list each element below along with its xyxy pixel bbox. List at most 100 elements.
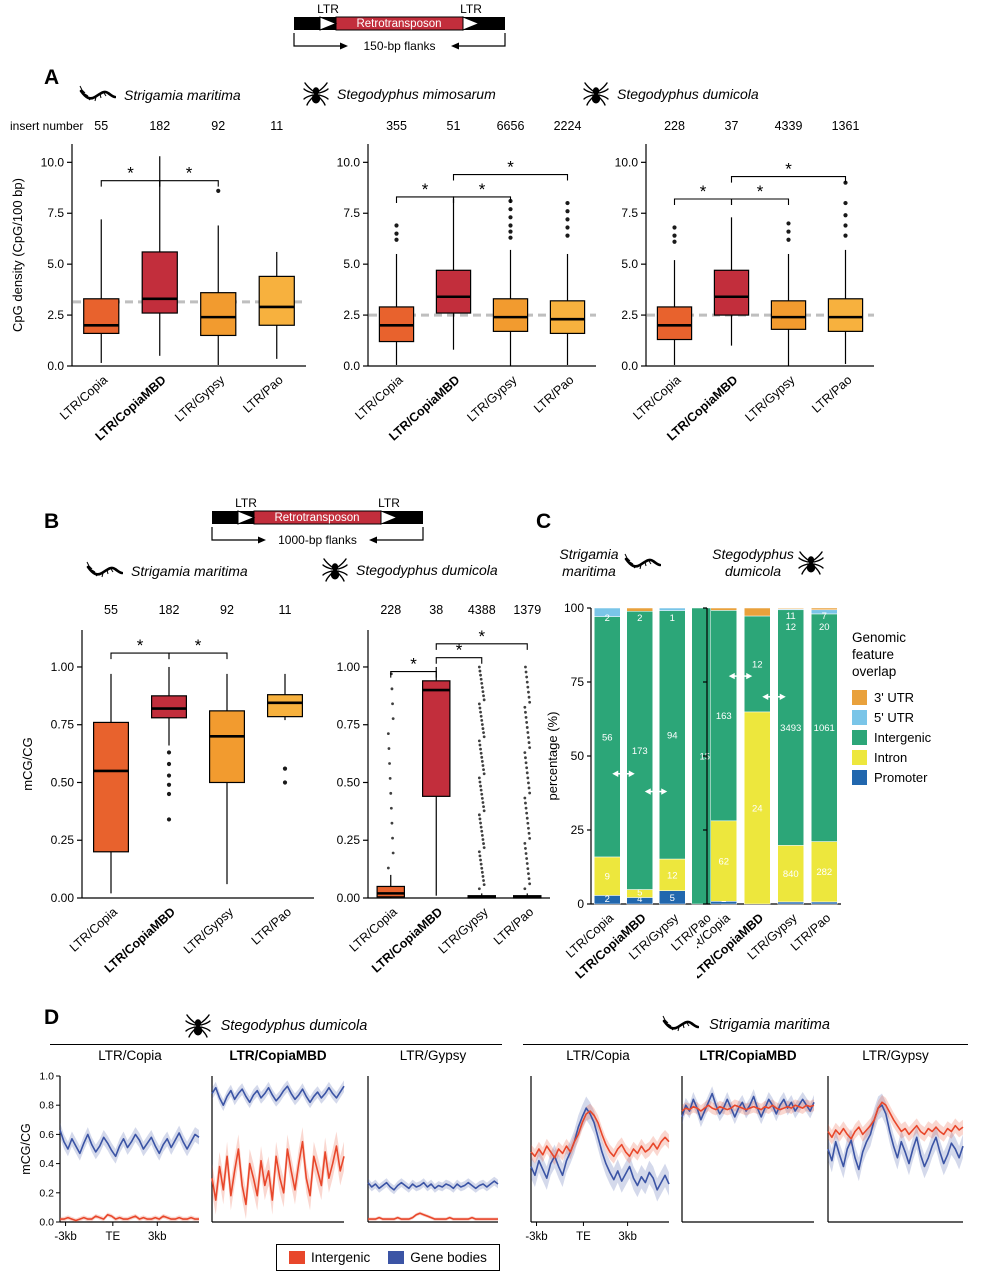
svg-text:LTR/Pao: LTR/Pao	[809, 373, 854, 416]
spider-icon	[322, 558, 348, 582]
svg-text:mCG/CG: mCG/CG	[19, 1123, 33, 1174]
svg-text:LTR/Pao: LTR/Pao	[491, 905, 536, 948]
spider-icon	[303, 82, 329, 106]
svg-text:51: 51	[447, 119, 461, 133]
svg-text:2.5: 2.5	[621, 308, 638, 322]
svg-text:0.2: 0.2	[39, 1187, 54, 1199]
legend-label: Gene bodies	[410, 1250, 487, 1265]
svg-text:*: *	[785, 160, 792, 179]
legend-item-promoter: Promoter	[852, 769, 931, 785]
centipede-icon	[78, 84, 116, 106]
linechart-strigamia-copiambd	[676, 1070, 818, 1256]
svg-text:2.5: 2.5	[343, 308, 360, 322]
svg-text:LTR/Pao: LTR/Pao	[249, 905, 294, 948]
svg-text:LTR/Gypsy: LTR/Gypsy	[464, 372, 520, 424]
linechart-dumicola-copiambd	[206, 1070, 348, 1256]
species-header-c-strigamia: Strigamia maritima	[545, 546, 675, 579]
centipede-icon	[661, 1014, 700, 1036]
svg-text:182: 182	[149, 119, 170, 133]
d-group-rule-strigamia	[523, 1044, 968, 1045]
svg-text:228: 228	[664, 119, 685, 133]
d-group-rule-dumicola	[50, 1044, 502, 1045]
svg-text:percentage (%): percentage (%)	[545, 712, 560, 801]
genomic-feature-legend: Genomic feature overlap 3' UTR 5' UTR In…	[852, 630, 931, 785]
svg-text:24: 24	[752, 803, 763, 814]
svg-text:282: 282	[816, 867, 832, 878]
legend-label: Intergenic	[311, 1250, 371, 1265]
legend-label: Intron	[874, 749, 908, 765]
svg-text:2.5: 2.5	[47, 308, 64, 322]
svg-text:*: *	[738, 677, 744, 694]
d-subtitle-gypsy-2: LTR/Gypsy	[862, 1048, 929, 1063]
legend-item-gene-bodies: Gene bodies	[388, 1250, 487, 1265]
svg-text:5.0: 5.0	[343, 257, 360, 271]
linechart-strigamia-copia: -3kb TE 3kb	[523, 1070, 673, 1256]
centipede-icon	[623, 552, 661, 574]
boxplot-cpg-mimosarum: 0.0 2.5 5.0 7.5 10.0 355 LTR/Copia 51 LTR/CopiaM…	[322, 114, 604, 466]
svg-text:50: 50	[571, 749, 585, 763]
species-header-b-strigamia: Strigamia maritima	[85, 560, 248, 582]
d-group-header-dumicola: Stegodyphus dumicola	[50, 1014, 502, 1038]
intergenic-line-swatch	[289, 1251, 305, 1264]
svg-text:1361: 1361	[832, 119, 860, 133]
svg-text:7.5: 7.5	[621, 206, 638, 220]
gene-bodies-line-swatch	[388, 1251, 405, 1264]
svg-text:0.0: 0.0	[621, 359, 638, 373]
svg-text:1061: 1061	[814, 723, 835, 734]
svg-text:3kb: 3kb	[148, 1231, 167, 1243]
svg-text:163: 163	[716, 711, 732, 722]
svg-text:5.0: 5.0	[47, 257, 64, 271]
promoter-swatch	[852, 769, 867, 785]
svg-text:1000-bp flanks: 1000-bp flanks	[278, 533, 357, 547]
svg-text:1.00: 1.00	[337, 660, 361, 674]
svg-text:55: 55	[104, 603, 118, 617]
svg-text:LTR: LTR	[378, 496, 400, 510]
svg-text:*: *	[422, 180, 429, 199]
boxplot-cpg-strigamia: 0.0 2.5 5.0 7.5 10.0 CpG density (CpG/100 bp)…	[8, 114, 313, 466]
legend-item-intergenic: Intergenic	[852, 729, 932, 745]
intergenic-swatch	[852, 729, 867, 745]
species-name: Stegodyphus dumicola	[617, 86, 759, 102]
svg-text:92: 92	[220, 603, 234, 617]
svg-text:*: *	[456, 641, 463, 660]
svg-text:100: 100	[564, 601, 584, 615]
svg-text:56: 56	[602, 732, 613, 743]
species-name: Strigamia maritima	[709, 1017, 830, 1033]
svg-text:0.00: 0.00	[337, 891, 361, 905]
d-subtitle-copia-2: LTR/Copia	[566, 1048, 630, 1063]
species-name-line1: Stegodyphus	[712, 546, 794, 562]
svg-text:0: 0	[577, 897, 584, 911]
legend-label: Intergenic	[874, 729, 932, 745]
svg-text:CpG density (CpG/100 bp): CpG density (CpG/100 bp)	[10, 178, 25, 332]
species-name-line2: dumicola	[724, 562, 781, 579]
panel-a-label: A	[44, 66, 60, 89]
svg-text:Retrotransposon: Retrotransposon	[356, 18, 441, 30]
svg-text:11: 11	[279, 603, 292, 617]
species-header-a-strigamia: Strigamia maritima	[78, 84, 241, 106]
5utr-swatch	[852, 709, 867, 725]
centipede-icon	[85, 560, 123, 582]
svg-text:5: 5	[637, 887, 642, 898]
svg-text:75: 75	[571, 675, 585, 689]
svg-text:LTR/Copia: LTR/Copia	[57, 373, 110, 423]
svg-text:LTR/Gypsy: LTR/Gypsy	[742, 372, 798, 424]
svg-text:62: 62	[718, 857, 729, 868]
svg-text:355: 355	[386, 119, 407, 133]
legend-title-line3: overlap	[852, 663, 897, 679]
svg-text:0.50: 0.50	[337, 775, 361, 789]
species-name: Strigamia maritima	[124, 87, 241, 103]
svg-text:0.6: 0.6	[39, 1129, 54, 1141]
svg-text:0.75: 0.75	[51, 718, 75, 732]
boxplot-mcg-strigamia: 0.00 0.25 0.50 0.75 1.00 mCG/CG 55 LTR/Copia 182…	[12, 598, 324, 1000]
svg-text:Retrotransposon: Retrotransposon	[274, 512, 359, 524]
svg-text:0.50: 0.50	[51, 775, 75, 789]
svg-text:LTR/Gypsy: LTR/Gypsy	[172, 372, 228, 424]
svg-text:0.0: 0.0	[39, 1217, 54, 1229]
svg-text:TE: TE	[105, 1231, 120, 1243]
svg-text:2: 2	[637, 613, 642, 624]
svg-text:*: *	[195, 636, 202, 655]
species-header-a-mimosarum: Stegodyphus mimosarum	[303, 82, 496, 106]
svg-text:228: 228	[380, 603, 401, 617]
svg-text:94: 94	[667, 730, 678, 741]
